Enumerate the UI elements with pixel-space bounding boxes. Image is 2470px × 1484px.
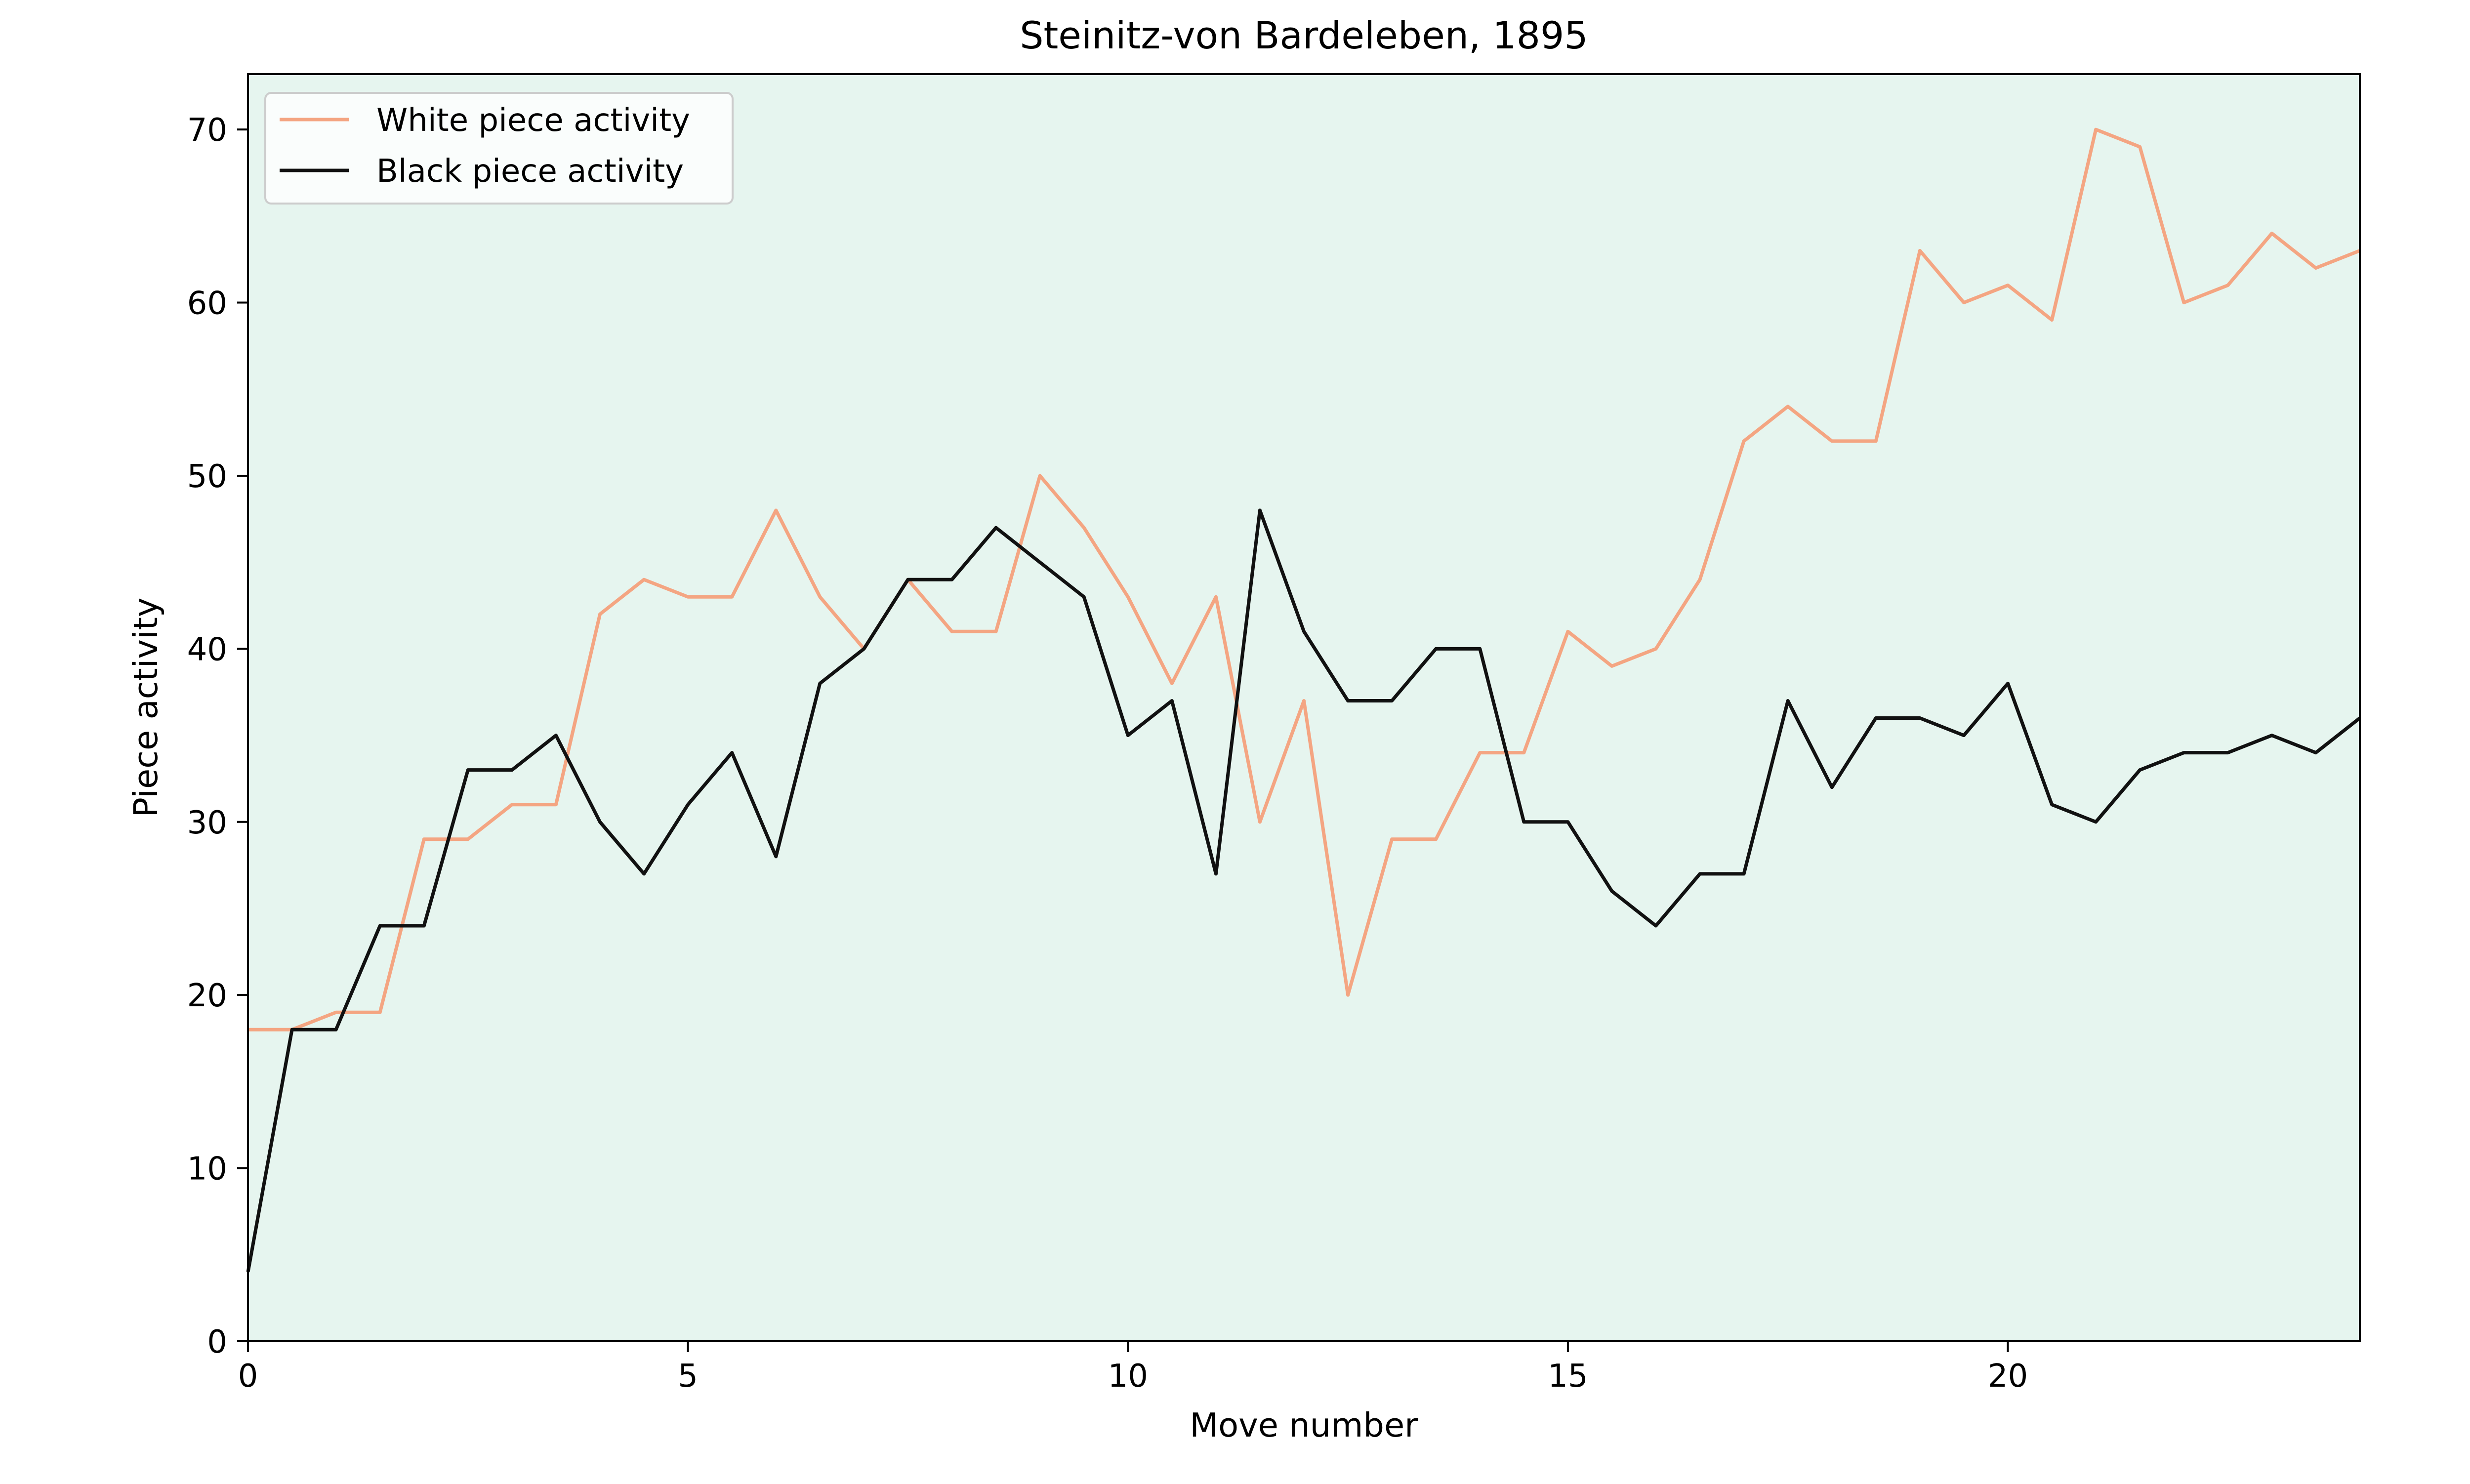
x-tick-label: 5 <box>678 1358 698 1395</box>
y-tick-label: 70 <box>187 112 227 149</box>
axis-layer: 0 5 10 15 20 0 10 20 30 40 50 60 70 <box>187 112 2028 1395</box>
plot-frame <box>247 73 2361 1342</box>
y-tick-label: 20 <box>187 978 227 1014</box>
y-tick-label: 40 <box>187 631 227 668</box>
x-tick-label: 0 <box>238 1358 258 1395</box>
y-tick-label: 0 <box>207 1324 227 1360</box>
legend-label-white: White piece activity <box>376 102 690 139</box>
y-axis-label: Piece activity <box>126 597 165 817</box>
x-tick-label: 10 <box>1108 1358 1148 1395</box>
y-tick-label: 10 <box>187 1151 227 1188</box>
y-tick-label: 60 <box>187 286 227 322</box>
series-line-white <box>248 127 2361 1031</box>
y-tick-label: 30 <box>187 805 227 841</box>
x-tick-label: 20 <box>1988 1358 2028 1395</box>
chart-title: Steinitz-von Bardeleben, 1895 <box>1020 13 1588 57</box>
legend-label-black: Black piece activity <box>376 153 684 190</box>
x-axis-label: Move number <box>1190 1406 1418 1444</box>
y-tick-label: 50 <box>187 458 227 495</box>
series-line-black <box>246 508 2361 1273</box>
x-tick-label: 15 <box>1548 1358 1588 1395</box>
legend: White piece activity Black piece activity <box>264 92 734 205</box>
legend-box <box>264 92 734 205</box>
series-layer <box>246 127 2361 1273</box>
